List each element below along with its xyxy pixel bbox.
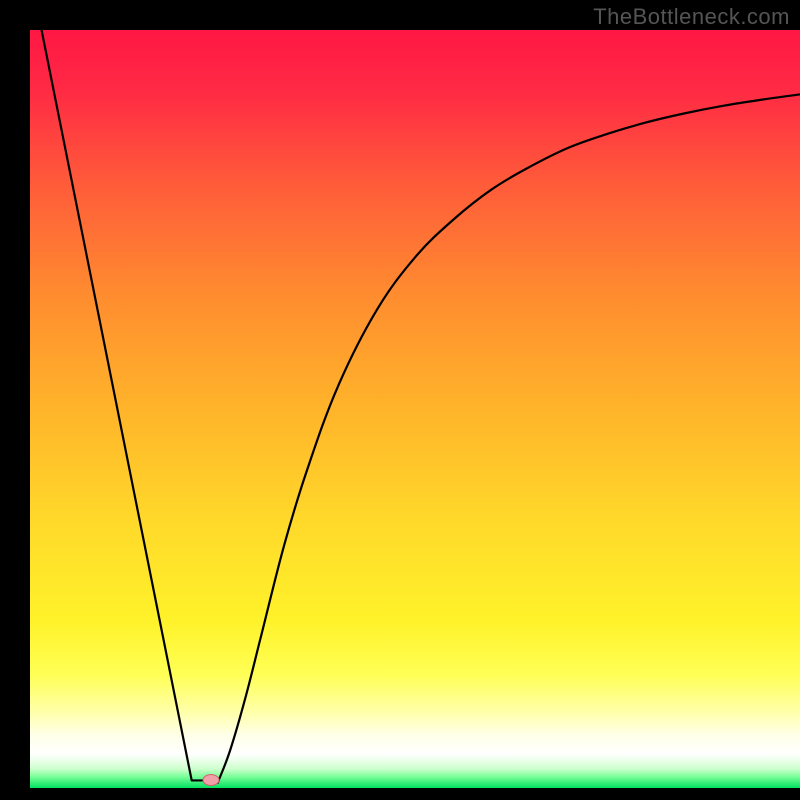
optimum-marker	[202, 774, 219, 786]
bottleneck-curve	[42, 30, 800, 783]
curve-svg	[30, 30, 800, 788]
watermark-text: TheBottleneck.com	[593, 4, 790, 30]
plot-area	[30, 30, 800, 788]
